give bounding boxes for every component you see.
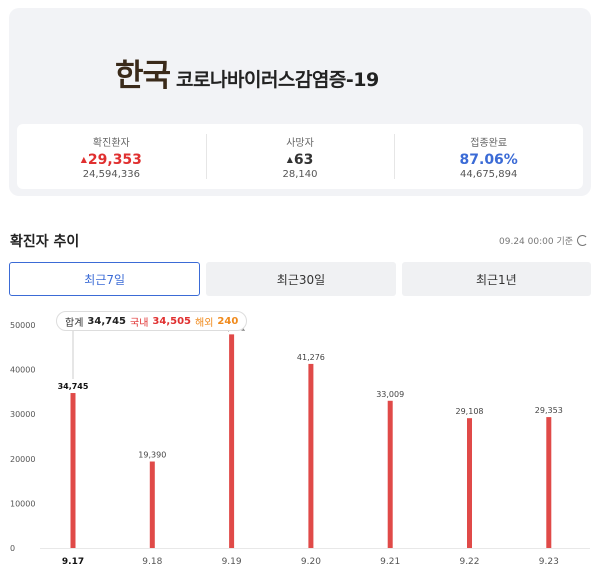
bar: [546, 417, 552, 548]
bar: [308, 363, 314, 548]
x-tick-label: 9.20: [301, 557, 321, 567]
summary-card: 한국 코로나바이러스감염증-19 확진환자 ▲29,353 24,594,336…: [9, 8, 591, 196]
y-tick-label: 10000: [10, 499, 35, 508]
stat-value: 29,353: [87, 152, 142, 168]
tab-1year[interactable]: 최근1년: [401, 262, 591, 296]
update-time-label: 09.24 00:00 기준: [499, 237, 573, 247]
refresh-icon[interactable]: [577, 235, 588, 246]
stat-confirmed: 확진환자 ▲29,353 24,594,336: [17, 124, 206, 189]
bar-value-label: 29,108: [456, 407, 484, 416]
stat-value: 87.06%: [459, 152, 518, 168]
stat-vaccinated: 접종완료 87.06% 44,675,894: [394, 124, 583, 189]
bar-value-label: 33,009: [376, 390, 404, 399]
y-tick-label: 0: [10, 544, 15, 553]
x-tick-label: 9.19: [222, 557, 242, 567]
stat-total: 24,594,336: [82, 169, 140, 180]
stat-label: 사망자: [286, 138, 314, 149]
y-tick-label: 40000: [10, 366, 35, 375]
stat-total: 44,675,894: [460, 169, 518, 180]
x-tick-label: 9.23: [539, 557, 559, 567]
stat-label: 접종완료: [470, 138, 508, 149]
bar-value-label: 19,390: [138, 451, 166, 460]
stat-total: 28,140: [282, 169, 318, 180]
stat-label: 확진환자: [92, 138, 130, 149]
page-title: 한국 코로나바이러스감염증-19: [115, 50, 379, 95]
y-tick-label: 20000: [10, 455, 35, 464]
bar: [387, 400, 393, 548]
x-tick-label: 9.22: [459, 557, 479, 567]
up-arrow-icon: ▲: [80, 155, 87, 164]
disease-title: 코로나바이러스감염증-19: [176, 69, 379, 91]
update-time[interactable]: 09.24 00:00 기준: [499, 234, 588, 247]
tab-7days[interactable]: 최근7일: [9, 262, 201, 296]
stats-panel: 확진환자 ▲29,353 24,594,336 사망자 ▲63 28,140 접…: [17, 124, 583, 189]
y-tick-label: 50000: [10, 321, 35, 330]
bar: [467, 418, 472, 548]
trend-title: 확진자 추이: [10, 234, 80, 250]
y-tick-label: 30000: [10, 410, 35, 419]
chart-tooltip: 합계 34,745 국내 34,505 해외 240: [56, 311, 248, 331]
bar: [149, 461, 155, 548]
confirmed-bar-chart: 0 10000 20000 30000 40000 50000 34,745 9.17 19,3…: [10, 321, 590, 567]
bar-value-label: 41,276: [297, 353, 325, 362]
x-tick-label: 9.18: [142, 557, 162, 567]
tab-30days[interactable]: 최근30일: [206, 262, 396, 296]
bar-value-label: 34,745: [58, 382, 89, 391]
up-arrow-icon: ▲: [286, 155, 293, 164]
stat-value: 63: [293, 152, 314, 168]
bar-value-label: 29,353: [535, 406, 563, 415]
bar: [70, 393, 76, 548]
bar: [229, 334, 235, 548]
x-tick-label: 9.21: [380, 557, 400, 567]
period-tabs: 최근7일 최근30일 최근1년: [9, 262, 591, 296]
tooltip-total-label: 합계: [65, 317, 84, 329]
stat-deaths: 사망자 ▲63 28,140: [205, 124, 395, 189]
country-title: 한국: [115, 58, 171, 94]
tooltip-total: 34,745: [87, 315, 126, 327]
tooltip-overseas-label: 해외: [195, 317, 214, 329]
tooltip-domestic-label: 국내: [130, 317, 149, 329]
tooltip-domestic: 34,505: [152, 315, 191, 327]
tooltip-overseas: 240: [217, 315, 239, 327]
x-tick-label: 9.17: [62, 557, 84, 567]
